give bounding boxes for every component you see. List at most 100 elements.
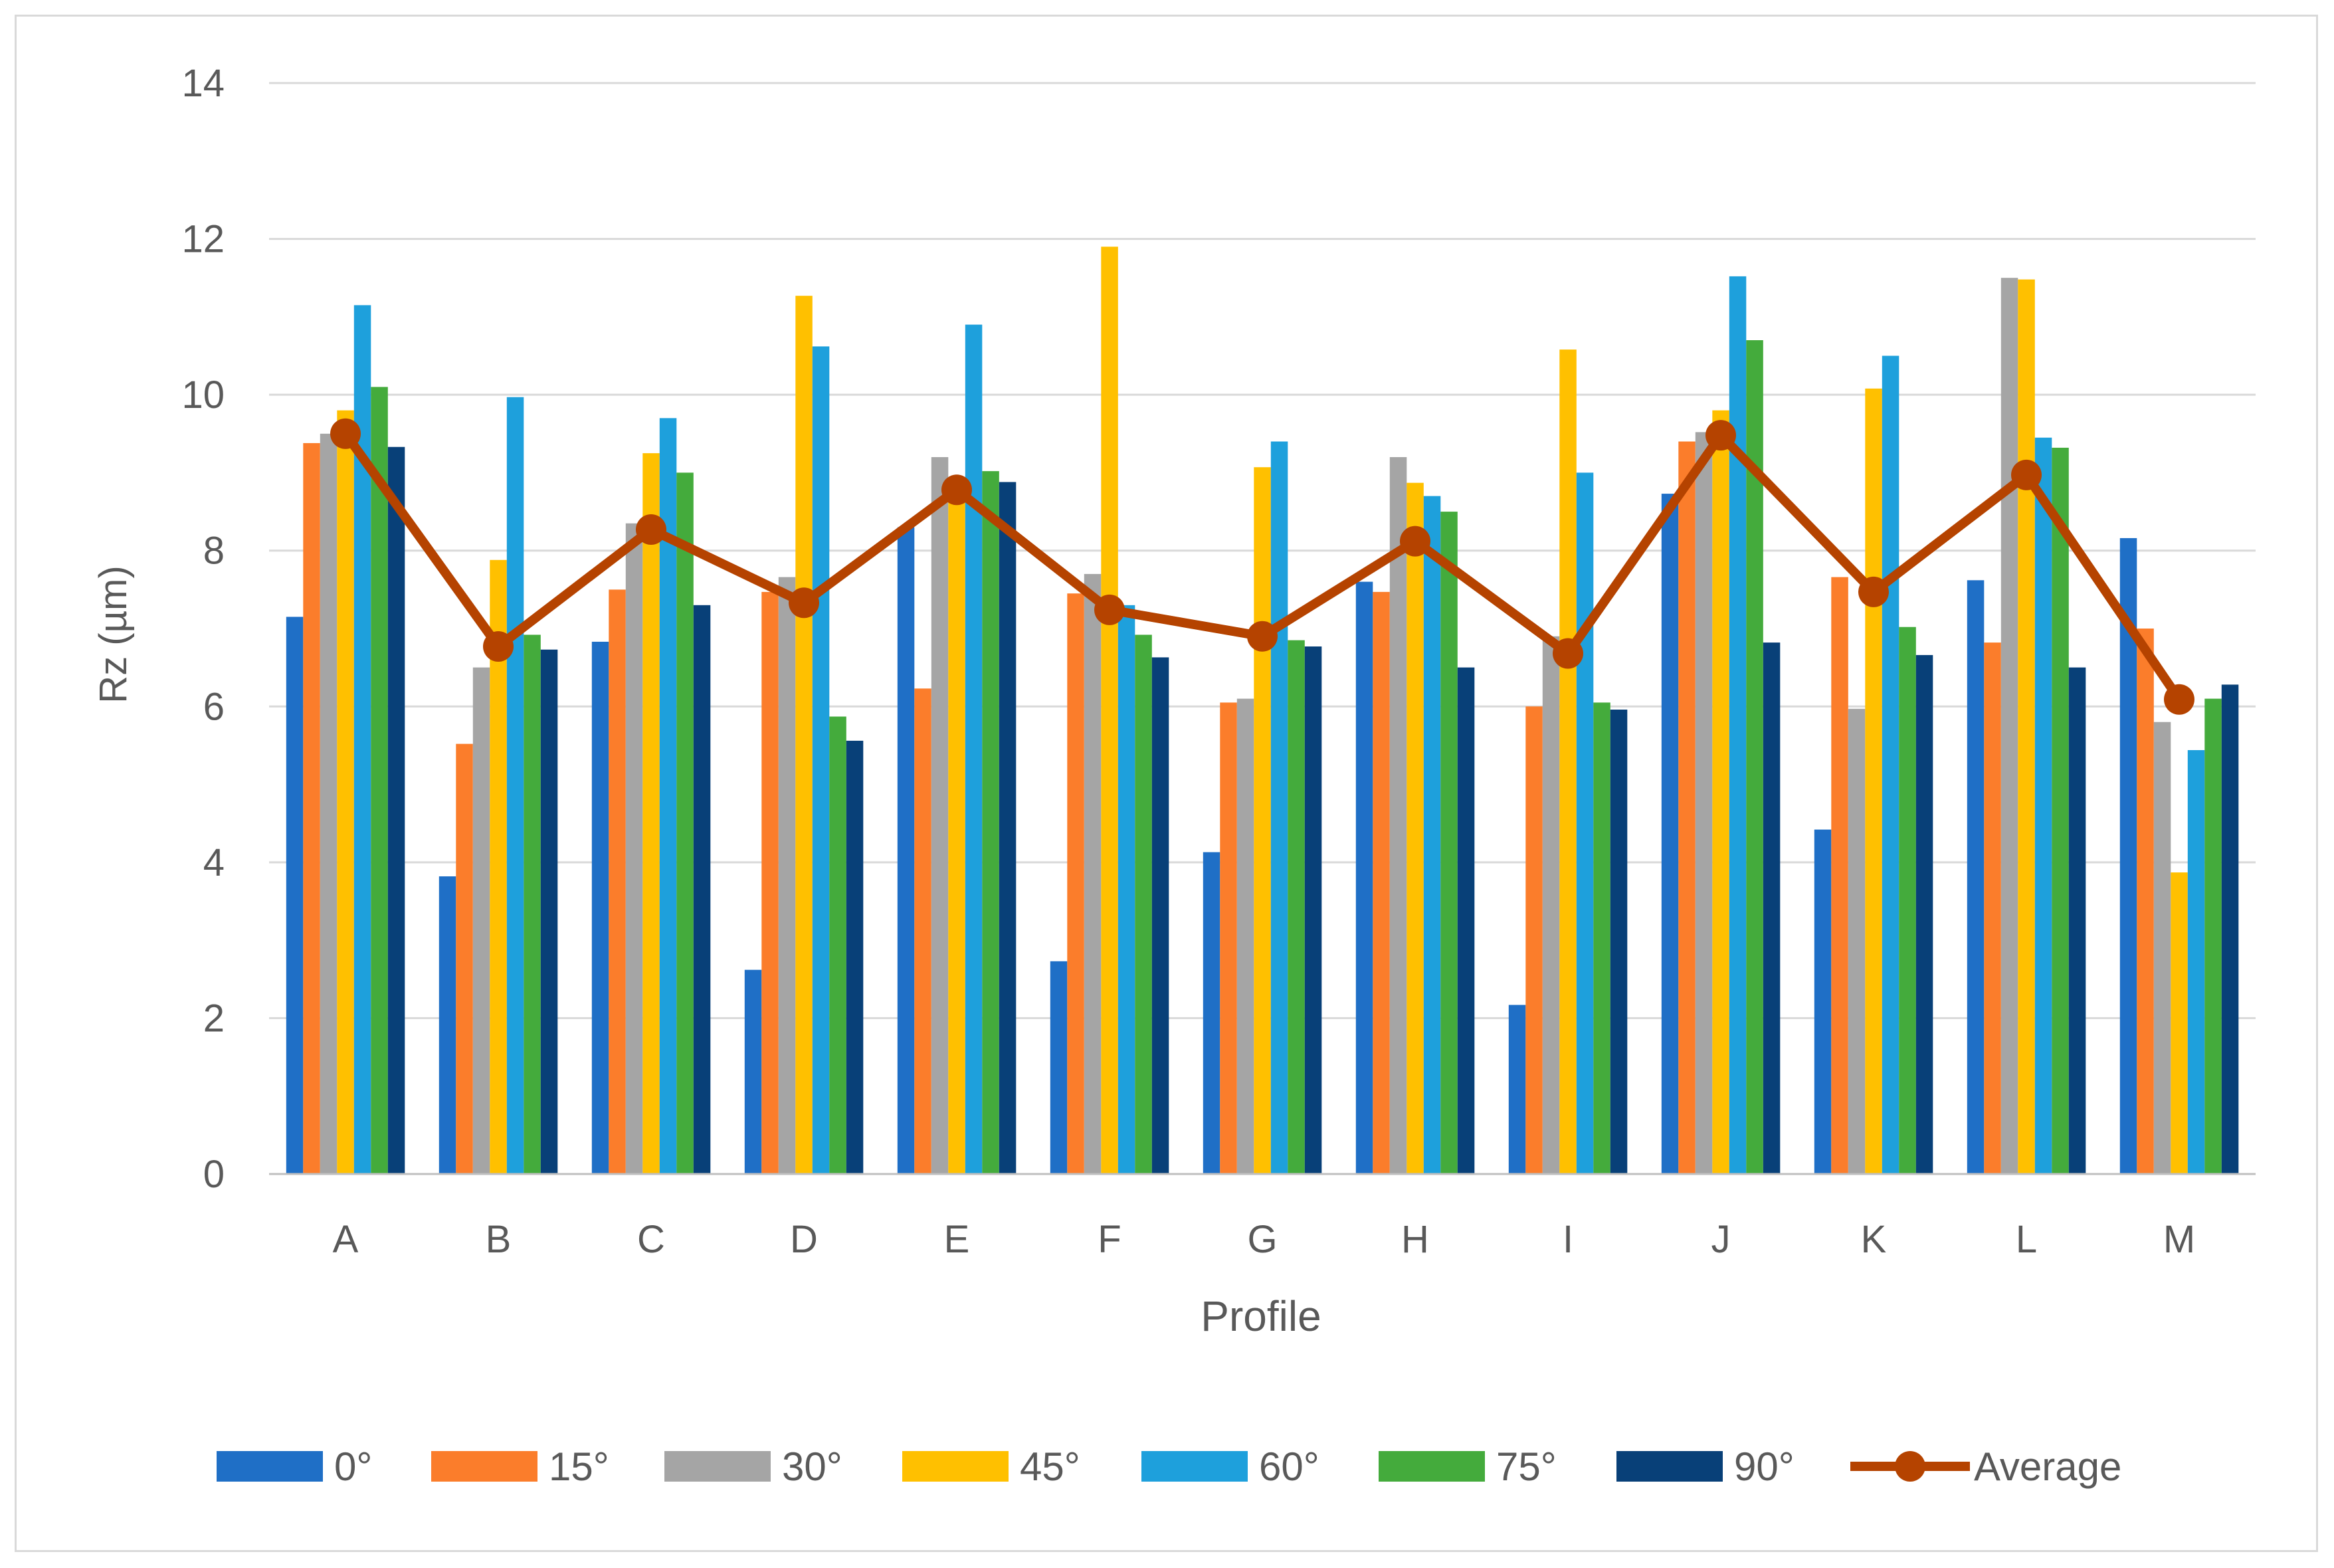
average-point <box>1400 526 1430 557</box>
legend-label: 75° <box>1496 1444 1557 1489</box>
bar <box>2137 629 2154 1174</box>
legend-label: 60° <box>1259 1444 1319 1489</box>
bar <box>1389 457 1407 1174</box>
average-point <box>789 587 819 619</box>
bar <box>999 482 1017 1174</box>
bar <box>1457 667 1475 1174</box>
x-tick-label: D <box>790 1218 818 1261</box>
bar <box>1729 276 1747 1174</box>
bar <box>1814 829 1832 1174</box>
bar <box>490 559 507 1174</box>
bar <box>1084 573 1102 1174</box>
average-point <box>2164 684 2194 715</box>
bar <box>286 617 304 1174</box>
x-tick-label: L <box>2016 1218 2037 1261</box>
bar <box>2000 278 2018 1175</box>
bar <box>1508 1005 1526 1174</box>
legend-swatch <box>431 1451 537 1482</box>
y-tick-label: 14 <box>181 62 225 105</box>
bar <box>591 641 609 1174</box>
bar <box>1763 642 1781 1174</box>
y-tick-label: 8 <box>203 530 225 573</box>
bar <box>931 457 949 1174</box>
bar <box>829 716 846 1174</box>
bar <box>1712 410 1729 1174</box>
x-axis-label: Profile <box>1201 1292 1321 1340</box>
bar <box>1135 635 1152 1174</box>
average-point <box>1705 420 1736 451</box>
legend: 0° 15° 30° 45° 60° 75° 90° Average <box>217 1444 2121 1489</box>
x-tick-label: I <box>1563 1218 1573 1261</box>
bar <box>744 969 762 1174</box>
bar <box>1967 580 1985 1174</box>
bar <box>1865 388 1882 1174</box>
bar <box>1118 605 1135 1174</box>
bar <box>2034 437 2052 1175</box>
bar <box>2068 667 2086 1174</box>
bar <box>982 471 999 1174</box>
bar <box>1151 657 1169 1174</box>
bar <box>812 346 830 1174</box>
bar <box>2119 538 2137 1174</box>
bar <box>2187 750 2205 1174</box>
bar <box>1882 355 1899 1174</box>
bar <box>1067 593 1084 1174</box>
average-point <box>483 631 514 662</box>
x-tick-label: B <box>486 1218 512 1261</box>
legend-label: 45° <box>1020 1444 1080 1489</box>
bar <box>914 688 931 1174</box>
bar <box>337 410 354 1174</box>
bar <box>2171 872 2188 1174</box>
average-point <box>1094 594 1125 625</box>
bar <box>795 296 813 1175</box>
x-tick-label: C <box>637 1218 665 1261</box>
bar <box>1695 432 1713 1174</box>
bar <box>846 740 864 1174</box>
legend-label: 30° <box>782 1444 842 1489</box>
bar <box>2221 684 2239 1174</box>
bar <box>642 453 660 1174</box>
legend-swatch <box>1141 1451 1248 1482</box>
bar <box>1373 591 1390 1174</box>
bar <box>625 523 643 1174</box>
legend-swatch <box>902 1451 1009 1482</box>
bar <box>1203 852 1220 1174</box>
bar <box>1270 441 1288 1174</box>
bar <box>506 397 524 1175</box>
bar <box>1984 642 2001 1174</box>
bar <box>540 649 558 1174</box>
legend-marker <box>1895 1451 1925 1482</box>
legend-item: 90° <box>1616 1444 1795 1489</box>
bar <box>1848 708 1866 1174</box>
legend-item: 0° <box>217 1444 372 1489</box>
legend-item: 75° <box>1379 1444 1557 1489</box>
bar <box>1576 472 1594 1174</box>
x-tick-label: F <box>1098 1218 1121 1261</box>
average-point <box>1247 621 1278 652</box>
bar <box>438 876 456 1174</box>
average-point <box>636 514 666 545</box>
x-tick-label: K <box>1861 1218 1887 1261</box>
average-point <box>1858 576 1889 607</box>
y-tick-label: 2 <box>203 997 225 1040</box>
bar <box>1440 512 1458 1174</box>
y-tick-label: 6 <box>203 685 225 728</box>
x-tick-label: A <box>333 1218 359 1261</box>
average-point <box>941 474 972 506</box>
bar <box>2052 447 2069 1174</box>
x-tick-label: J <box>1711 1218 1731 1261</box>
x-tick-label: G <box>1247 1218 1277 1261</box>
bar <box>609 589 626 1174</box>
bar <box>965 324 983 1175</box>
y-axis-label: Rz (µm) <box>92 565 135 703</box>
bar <box>1559 349 1577 1174</box>
bar <box>1407 482 1424 1175</box>
x-tick-label: E <box>944 1218 970 1261</box>
x-tick-label: M <box>2163 1218 2195 1261</box>
bar <box>524 635 541 1174</box>
bar <box>1254 467 1271 1175</box>
bar <box>303 442 320 1174</box>
legend-label: 0° <box>334 1444 372 1489</box>
bar <box>1831 577 1848 1174</box>
